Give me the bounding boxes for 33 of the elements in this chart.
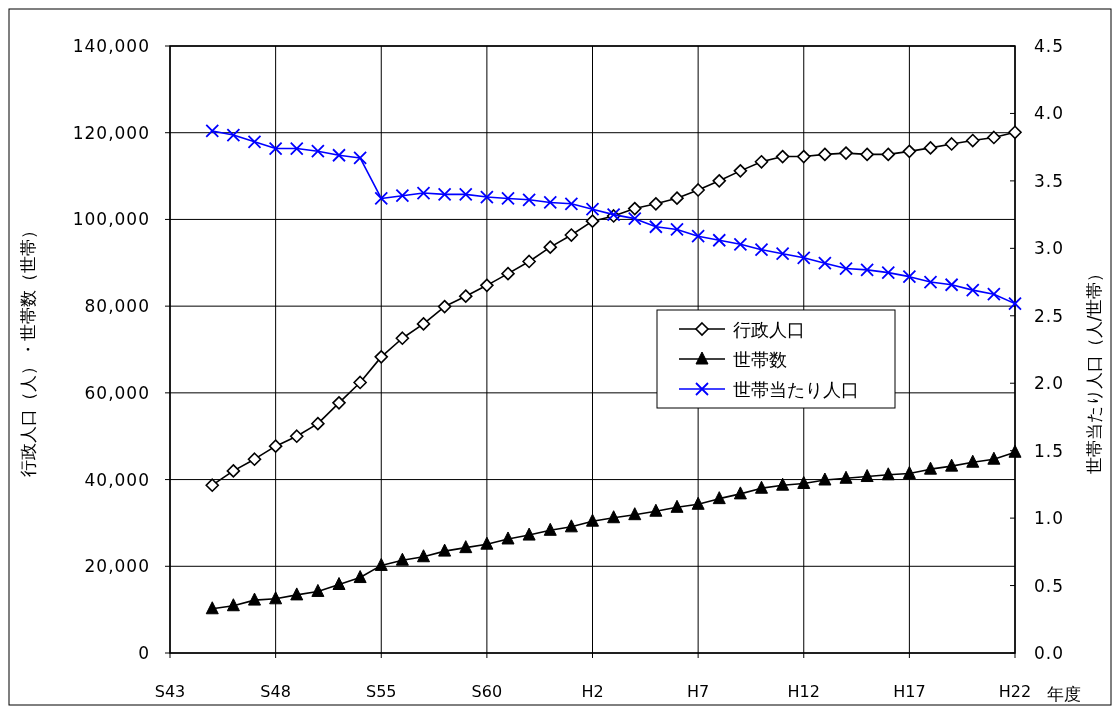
y2-tick-label: 3.0 xyxy=(1034,238,1065,259)
y-tick-label: 80,000 xyxy=(84,296,150,317)
y2-tick-label: 2.0 xyxy=(1034,373,1065,394)
y2-tick-label: 1.5 xyxy=(1034,440,1065,461)
y2-tick-label: 3.5 xyxy=(1034,170,1065,191)
y2-tick-label: 2.5 xyxy=(1034,305,1065,326)
legend-label: 行政人口 xyxy=(733,319,805,340)
x-tick-label: H22 xyxy=(998,682,1032,701)
y-tick-label: 100,000 xyxy=(72,209,150,230)
x-tick-label: S43 xyxy=(154,682,186,701)
x-tick-label: S60 xyxy=(471,682,503,701)
x-tick-label: H17 xyxy=(893,682,926,701)
legend-label: 世帯数 xyxy=(733,349,787,370)
y2-tick-label: 4.5 xyxy=(1034,36,1065,56)
y2-axis-title: 世帯当たり人口（人/世帯） xyxy=(1084,264,1104,475)
y-tick-label: 140,000 xyxy=(72,36,150,56)
y-tick-label: 20,000 xyxy=(84,556,150,577)
y-tick-label: 120,000 xyxy=(72,122,150,143)
y-tick-label: 60,000 xyxy=(84,382,150,403)
y-axis-title: 行政人口（人）・世帯数（世帯） xyxy=(18,222,38,477)
y-tick-label: 0 xyxy=(138,643,150,663)
x-tick-label: H7 xyxy=(687,682,710,701)
y2-tick-label: 4.0 xyxy=(1034,103,1065,124)
y2-tick-label: 0.5 xyxy=(1034,575,1065,596)
x-axis-title: 年度 xyxy=(1047,684,1081,704)
x-tick-label: H12 xyxy=(787,682,820,701)
y2-tick-label: 1.0 xyxy=(1034,508,1065,529)
x-tick-label: H2 xyxy=(581,682,604,701)
y2-tick-label: 0.0 xyxy=(1034,643,1065,663)
legend-label: 世帯当たり人口 xyxy=(733,379,859,400)
x-tick-label: S55 xyxy=(365,682,397,701)
x-tick-label: S48 xyxy=(260,682,291,701)
y-tick-label: 40,000 xyxy=(84,469,150,490)
